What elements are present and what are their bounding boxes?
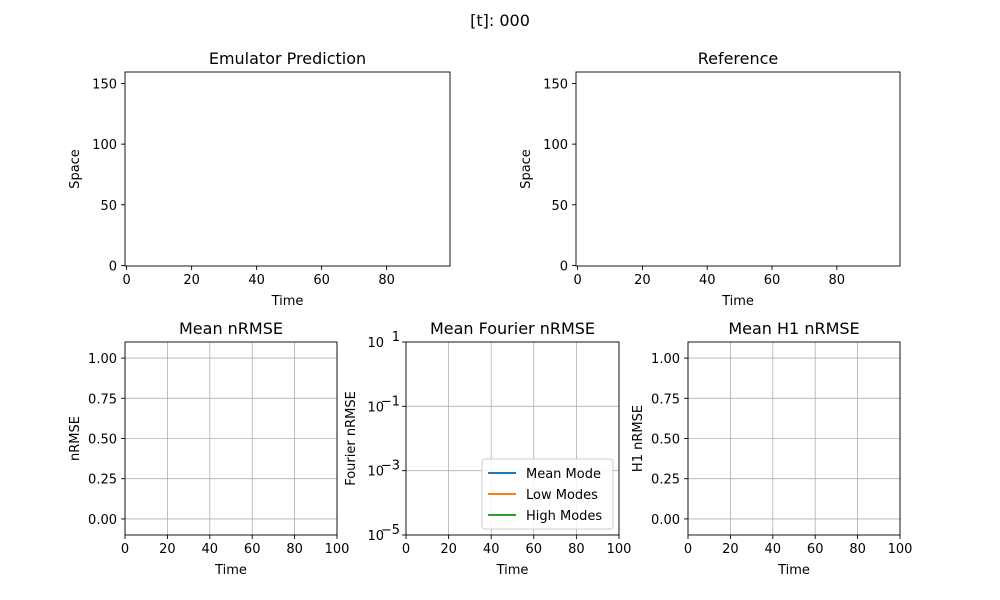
- y-axis-label: H1 nRMSE: [631, 405, 646, 472]
- x-axis-label: Time: [214, 563, 247, 578]
- x-tick-label: 0: [122, 273, 130, 288]
- y-tick-label: 0.00: [651, 513, 680, 528]
- figure-suptitle: [t]: 000: [470, 11, 530, 30]
- y-tick-label: 0: [560, 259, 568, 274]
- y-axis-label: nRMSE: [68, 416, 83, 461]
- x-axis-label: Time: [496, 563, 529, 578]
- x-tick-label: 100: [325, 542, 350, 557]
- y-tick-label: 10: [367, 400, 384, 415]
- x-tick-label: 60: [764, 273, 781, 288]
- y-tick-exponent: −5: [381, 523, 400, 538]
- y-tick-label: 10: [367, 529, 384, 544]
- y-tick-label: 10: [367, 465, 384, 480]
- x-tick-label: 20: [634, 273, 651, 288]
- y-tick-label: 100: [543, 138, 568, 153]
- x-tick-label: 0: [573, 273, 581, 288]
- axes-title: Mean nRMSE: [179, 319, 283, 338]
- axes-title: Reference: [698, 49, 779, 68]
- y-tick-label: 0: [109, 259, 117, 274]
- x-tick-label: 100: [607, 542, 632, 557]
- y-tick-label: 1.00: [88, 352, 117, 367]
- x-tick-label: 40: [765, 542, 782, 557]
- y-tick-exponent: −1: [381, 394, 400, 409]
- legend-label: High Modes: [526, 509, 602, 524]
- y-tick-label: 0.00: [88, 513, 117, 528]
- y-tick-label: 0.50: [651, 433, 680, 448]
- x-tick-label: 0: [402, 542, 410, 557]
- y-tick-label: 10: [367, 336, 384, 351]
- x-tick-label: 20: [183, 273, 200, 288]
- axes-title: Emulator Prediction: [209, 49, 366, 68]
- legend-label: Mean Mode: [526, 467, 601, 482]
- x-tick-label: 60: [526, 542, 543, 557]
- x-tick-label: 40: [483, 542, 500, 557]
- x-tick-label: 60: [807, 542, 824, 557]
- x-tick-label: 0: [121, 542, 129, 557]
- axes-2: 0 20 40 60 80 0 50 100 150 Reference Time Space: [519, 49, 901, 309]
- x-tick-label: 80: [286, 542, 303, 557]
- axes-3: 0 20 40 60 80 100 0.00 0.25 0.50 0.75 1.00 Mean nRM…: [68, 319, 349, 578]
- x-tick-label: 80: [378, 273, 395, 288]
- axes-frame: [575, 71, 901, 267]
- y-tick-label: 0.25: [651, 473, 680, 488]
- x-axis-label: Time: [777, 563, 810, 578]
- x-tick-label: 60: [244, 542, 261, 557]
- y-tick-label: 0.25: [88, 473, 117, 488]
- axes-5: 0 20 40 60 80 100 0.00 0.25 0.50 0.75 1.00 Mean H1 …: [631, 319, 912, 578]
- y-tick-label: 150: [92, 78, 117, 93]
- y-tick-label: 0.75: [88, 392, 117, 407]
- y-tick-label: 150: [543, 78, 568, 93]
- y-axis-label: Space: [519, 149, 534, 189]
- y-tick-label: 0.50: [88, 433, 117, 448]
- x-tick-label: 20: [159, 542, 176, 557]
- y-tick-exponent: 1: [392, 330, 400, 345]
- legend-box: [481, 458, 614, 530]
- legend-label: Low Modes: [526, 488, 598, 503]
- x-axis-label: Time: [271, 294, 304, 309]
- axes-frame: [124, 71, 451, 267]
- y-axis-label: Fourier nRMSE: [344, 391, 359, 486]
- axes-1: 0 20 40 60 80 0 50 100 150 Emulator Prediction Tim…: [68, 49, 451, 309]
- x-tick-label: 20: [722, 542, 739, 557]
- x-tick-label: 40: [202, 542, 219, 557]
- y-tick-label: 50: [100, 199, 117, 214]
- y-axis-label: Space: [68, 149, 83, 189]
- x-tick-label: 40: [248, 273, 265, 288]
- x-tick-label: 80: [829, 273, 846, 288]
- x-tick-label: 60: [313, 273, 330, 288]
- axes-frame: [405, 341, 620, 536]
- x-tick-label: 100: [888, 542, 913, 557]
- y-tick-label: 1.00: [651, 352, 680, 367]
- axes-title: Mean Fourier nRMSE: [430, 319, 595, 338]
- y-tick-exponent: −3: [381, 459, 400, 474]
- x-tick-label: 80: [849, 542, 866, 557]
- x-tick-label: 80: [568, 542, 585, 557]
- axes-title: Mean H1 nRMSE: [728, 319, 859, 338]
- y-tick-label: 100: [92, 138, 117, 153]
- y-tick-label: 0.75: [651, 392, 680, 407]
- x-tick-label: 0: [684, 542, 692, 557]
- legend: Mean Mode Low Modes High Modes: [481, 458, 614, 530]
- y-tick-label: 50: [551, 199, 568, 214]
- x-axis-label: Time: [721, 294, 754, 309]
- x-tick-label: 40: [699, 273, 716, 288]
- x-tick-label: 20: [440, 542, 457, 557]
